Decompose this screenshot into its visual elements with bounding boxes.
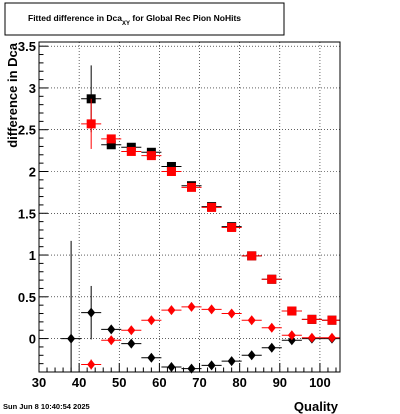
data-point-marker [247,315,256,326]
data-point-marker [147,352,156,363]
data-point-marker [267,322,276,333]
data-point-marker [107,324,116,335]
y-tick-label: 0 [29,332,36,347]
data-point-marker [106,134,116,144]
data-point-marker [127,338,136,349]
x-axis-title: Quality [294,399,339,414]
y-tick-label: 0.5 [18,290,36,305]
x-tick-label: 30 [32,375,46,390]
x-tick-label: 100 [309,375,331,390]
data-point-marker [247,251,257,261]
y-tick-label: 1 [29,248,36,263]
chart-title-main: Fitted difference in Dca [28,13,122,23]
data-point-marker [327,332,336,343]
data-point-marker [166,166,176,176]
data-point-marker [207,202,217,212]
data-point-marker [167,305,176,316]
data-point-marker [147,315,156,326]
data-point-marker [227,308,236,319]
data-point-marker [307,314,317,324]
y-axis-title: difference in Dca [5,42,20,148]
x-tick-label: 50 [112,375,126,390]
y-tick-label: 3 [29,81,36,96]
chart-title-subscript: XY [122,21,130,27]
data-point-marker [207,304,216,315]
data-point-marker [267,342,276,353]
data-point-marker [106,140,116,150]
data-point-marker [187,182,197,192]
x-tick-label: 90 [273,375,287,390]
axes: 30 40 50 60 70 80 90 100 0 0.5 1 1.5 2 2.5 3 3.5 [18,39,337,390]
data-markers [61,65,340,374]
data-point-marker [327,315,337,325]
y-tick-label: 1.5 [18,206,36,221]
data-point-marker [227,222,237,232]
data-point-marker [127,325,136,336]
data-point-marker [247,350,256,361]
data-point-marker [67,333,76,344]
data-point-marker [87,307,96,318]
data-point-marker [166,161,176,171]
grid-lines [39,42,340,372]
data-point-marker [107,335,116,346]
plot-frame [38,41,341,373]
x-tick-label: 40 [72,375,86,390]
x-tick-label: 60 [152,375,166,390]
y-tick-label: 2 [29,164,36,179]
data-point-marker [87,359,96,370]
data-point-marker [86,119,96,129]
data-point-marker [227,356,236,367]
chart-title-rest: for Global Rec Pion NoHits [130,13,241,23]
data-point-marker [207,360,216,371]
title-box: Fitted difference in DcaXY for Global Re… [4,2,285,36]
x-tick-label: 80 [232,375,246,390]
y-tick-label: 3.5 [18,39,36,54]
timestamp-label: Sun Jun 8 10:40:54 2025 [3,402,90,411]
series-red-square [81,98,340,325]
data-point-marker [307,332,316,343]
series-red-diamond [81,301,340,370]
data-point-marker [287,306,297,316]
y-tick-label: 2.5 [18,123,36,138]
data-point-marker [267,274,277,284]
data-point-marker [126,146,136,156]
x-tick-label: 70 [192,375,206,390]
data-point-marker [167,361,176,372]
data-point-marker [146,151,156,161]
chart-title: Fitted difference in DcaXY for Global Re… [28,13,241,27]
data-point-marker [287,330,296,341]
data-point-marker [287,335,296,346]
title-frame [4,2,285,36]
data-point-marker [187,301,196,312]
